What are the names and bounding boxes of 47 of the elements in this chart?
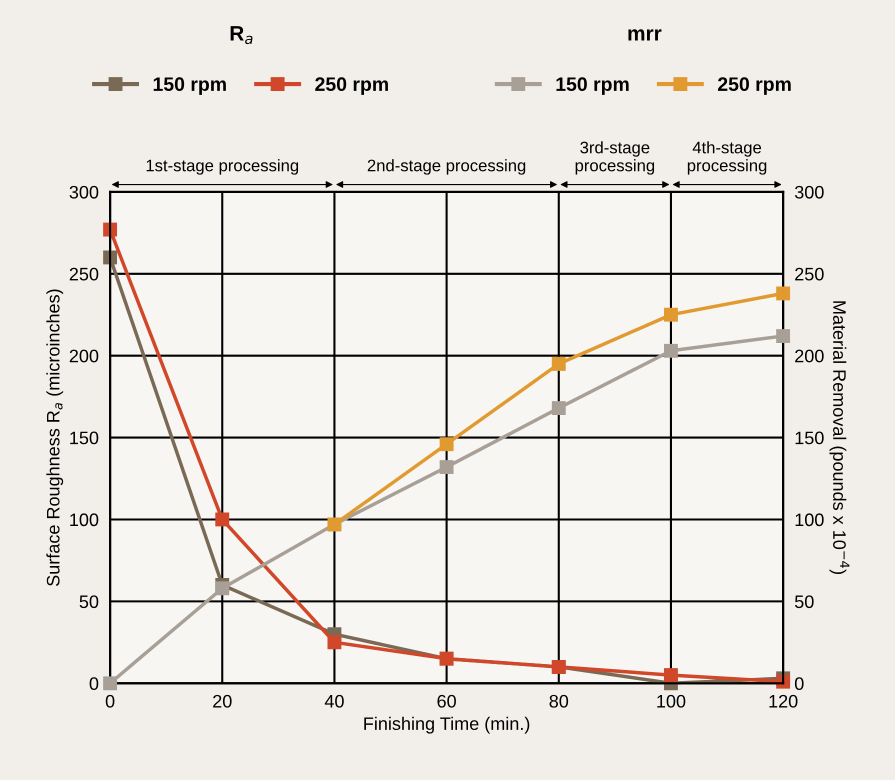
point <box>103 676 118 690</box>
band-label: 4th-stage processing <box>688 141 766 175</box>
point <box>776 329 790 343</box>
y2-tick-label: 300 <box>794 186 824 199</box>
legend-label: 150 rpm <box>154 77 226 95</box>
x-tick-label: 80 <box>550 694 568 708</box>
point <box>327 635 342 650</box>
x-tick-label: 60 <box>437 694 456 708</box>
legend-label: 150 rpm <box>556 77 629 95</box>
y2-tick-label: 100 <box>796 513 824 526</box>
point <box>664 344 678 358</box>
y-tick-label: 0 <box>90 677 98 690</box>
y-tick-label: 250 <box>70 268 98 280</box>
x-tick-label: 100 <box>657 694 686 708</box>
band-label: 3rd-stage processing <box>576 141 654 175</box>
y2-tick-label: 50 <box>794 595 814 608</box>
band-label: 1st-stage processing <box>146 159 298 175</box>
y2-tick-label: 150 <box>796 432 824 444</box>
y-tick-label: 300 <box>70 186 98 199</box>
y2-tick-label: 0 <box>794 677 804 690</box>
y-axis-title: Surface Roughness R$_{a}$ (microinches) <box>46 290 64 586</box>
y2-tick-label: 250 <box>795 268 824 280</box>
point <box>776 286 790 300</box>
y-tick-label: 150 <box>70 432 98 444</box>
point <box>552 356 566 371</box>
point <box>215 581 230 596</box>
x-axis-title: Finishing Time (min.) <box>364 716 530 734</box>
point <box>664 668 678 682</box>
band-label: 2nd-stage processing <box>368 159 526 175</box>
legend-label: 250 rpm <box>718 77 791 95</box>
x-tick-label: 20 <box>213 694 232 708</box>
x-tick-label: 0 <box>106 694 114 708</box>
legend-label: 250 rpm <box>315 77 388 95</box>
point <box>440 437 454 452</box>
y2-axis-title: Material Removal (pounds x 10$^{−4}$) <box>829 301 850 574</box>
y-tick-label: 100 <box>70 513 98 526</box>
point <box>215 512 230 526</box>
point <box>552 401 566 416</box>
point <box>440 460 454 474</box>
y-tick-label: 200 <box>70 350 98 362</box>
text: mrr <box>628 29 662 40</box>
y-tick-label: 50 <box>80 595 98 608</box>
x-tick-label: 40 <box>324 694 344 708</box>
x-tick-label: 120 <box>769 694 798 708</box>
point <box>664 308 678 322</box>
y2-tick-label: 200 <box>795 350 824 362</box>
text: R$_{a}$ <box>230 26 252 44</box>
